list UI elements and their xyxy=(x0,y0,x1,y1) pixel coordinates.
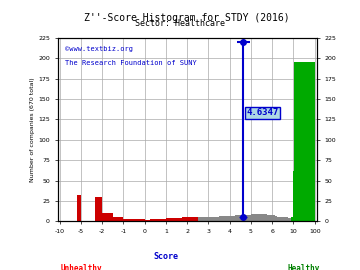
Bar xyxy=(198,217,203,221)
Bar xyxy=(150,219,155,221)
Bar xyxy=(176,218,182,221)
Bar xyxy=(187,217,193,221)
Text: The Research Foundation of SUNY: The Research Foundation of SUNY xyxy=(66,60,197,66)
Bar xyxy=(224,216,230,221)
Text: Healthy: Healthy xyxy=(288,264,320,270)
Title: Z''-Score Histogram for STDY (2016): Z''-Score Histogram for STDY (2016) xyxy=(84,13,290,23)
Bar xyxy=(283,217,285,221)
Bar xyxy=(291,217,293,221)
Bar xyxy=(219,216,224,221)
Y-axis label: Number of companies (670 total): Number of companies (670 total) xyxy=(30,77,35,182)
Bar xyxy=(288,218,291,221)
Bar xyxy=(272,215,275,221)
Bar xyxy=(77,195,81,221)
Bar xyxy=(262,214,267,221)
Bar xyxy=(256,214,262,221)
Bar xyxy=(235,215,240,221)
Bar xyxy=(139,219,145,221)
Bar xyxy=(285,217,288,221)
Bar xyxy=(171,218,176,221)
Bar xyxy=(95,197,102,221)
Bar xyxy=(246,215,251,221)
Bar xyxy=(182,217,187,221)
Bar xyxy=(193,217,198,221)
Bar xyxy=(134,219,139,221)
Bar xyxy=(294,62,315,221)
Bar xyxy=(161,219,166,221)
Bar xyxy=(208,217,214,221)
Text: Score: Score xyxy=(153,252,179,261)
Bar xyxy=(230,216,235,221)
Bar xyxy=(267,215,272,221)
Bar xyxy=(155,219,161,221)
Bar xyxy=(145,220,150,221)
Bar xyxy=(278,217,280,221)
Bar xyxy=(113,217,123,221)
Bar xyxy=(275,216,278,221)
Bar xyxy=(251,214,256,221)
Bar xyxy=(203,217,208,221)
Text: ©www.textbiz.org: ©www.textbiz.org xyxy=(66,46,133,52)
Bar xyxy=(102,213,113,221)
Bar xyxy=(240,215,246,221)
Bar xyxy=(214,217,219,221)
Bar xyxy=(166,218,171,221)
Bar xyxy=(123,219,129,221)
Text: Unhealthy: Unhealthy xyxy=(60,264,102,270)
Text: 4.6347: 4.6347 xyxy=(246,108,279,117)
Bar xyxy=(129,219,134,221)
Text: Sector: Healthcare: Sector: Healthcare xyxy=(135,19,225,28)
Bar xyxy=(280,217,283,221)
